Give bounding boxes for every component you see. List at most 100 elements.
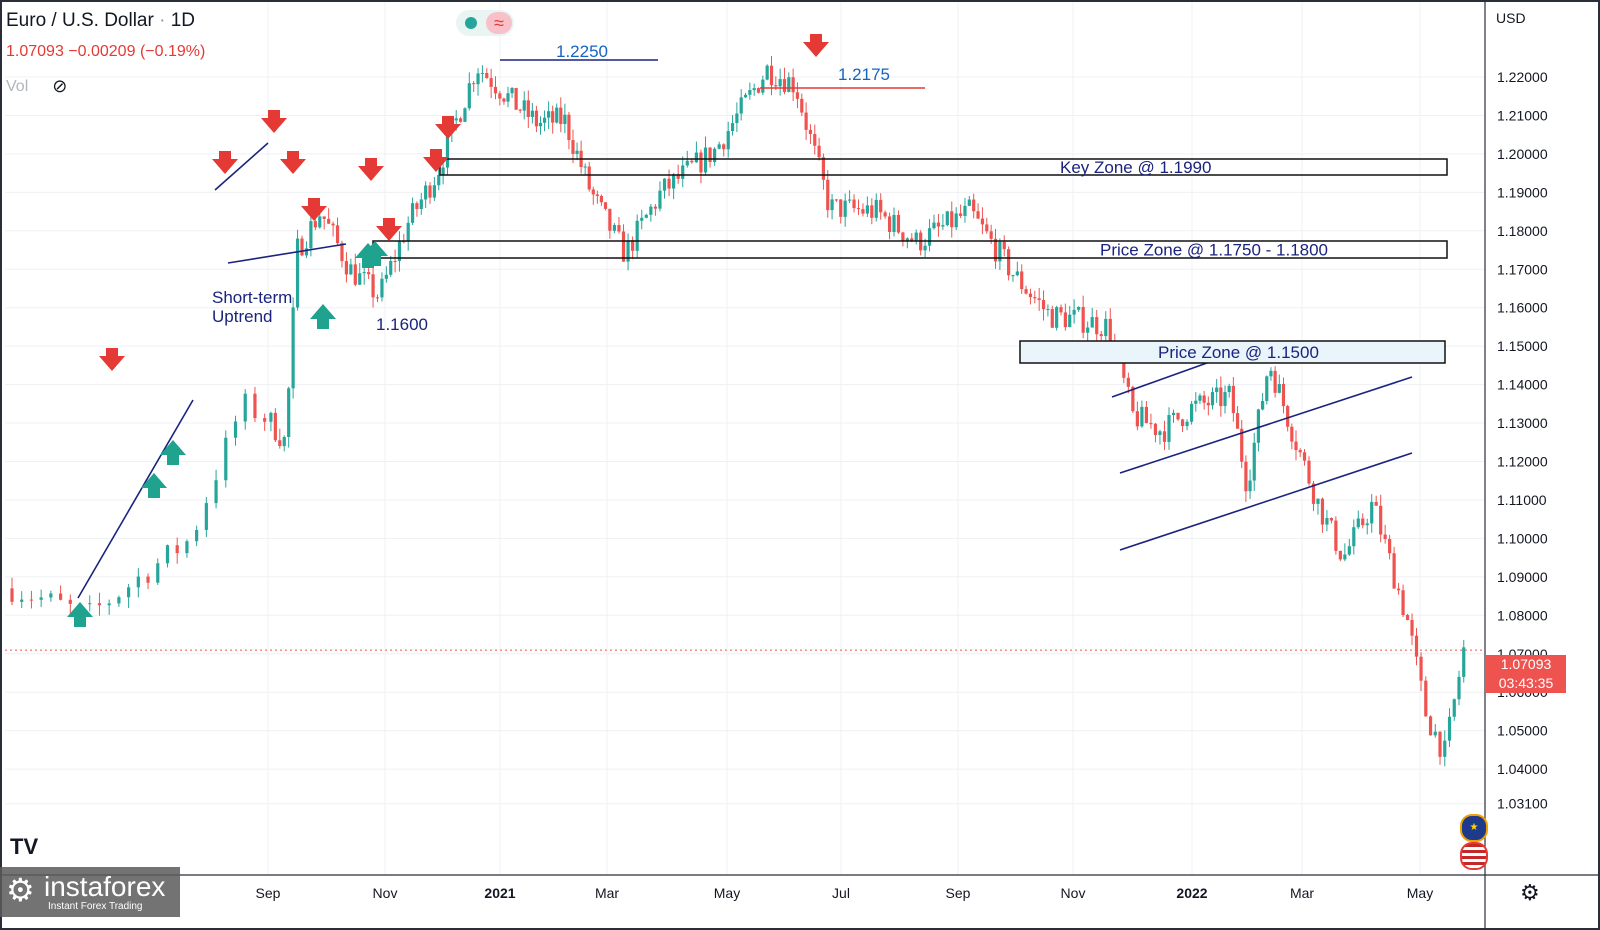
candle-body <box>510 87 514 94</box>
candle-body <box>463 108 467 122</box>
candle <box>870 198 874 225</box>
candle <box>530 103 534 124</box>
candle <box>353 253 357 287</box>
candle <box>472 80 476 93</box>
candle <box>1153 422 1158 443</box>
candle-body <box>699 152 703 173</box>
candle <box>1379 494 1383 543</box>
candle-body <box>1334 520 1338 551</box>
candle-body <box>1072 309 1076 315</box>
brand-name: instaforex <box>44 871 166 902</box>
y-tick-label: 1.21000 <box>1497 107 1548 123</box>
candle <box>901 231 905 247</box>
candle <box>941 213 945 230</box>
candle-body <box>1050 309 1054 328</box>
candle-body <box>1462 647 1466 677</box>
x-tick-label: Nov <box>1061 885 1086 901</box>
candle <box>185 539 189 558</box>
candle-body <box>445 133 450 168</box>
candle <box>1256 408 1261 452</box>
interval-label[interactable]: 1D <box>170 10 196 31</box>
candle <box>730 115 735 136</box>
candle-body <box>1428 716 1433 736</box>
candle <box>20 591 24 608</box>
y-tick-label: 1.03100 <box>1497 796 1548 812</box>
candle <box>993 228 998 269</box>
candle-body <box>941 225 945 227</box>
tradingview-logo-icon[interactable]: TV <box>10 834 39 859</box>
sell-arrow-icon <box>301 198 327 221</box>
candle <box>1028 288 1033 305</box>
candle <box>300 235 304 257</box>
symbol-name[interactable]: Euro / U.S. Dollar <box>6 10 154 31</box>
candle <box>976 203 980 220</box>
candle-body <box>175 545 179 554</box>
candle-body <box>830 199 834 211</box>
candle <box>1248 469 1252 499</box>
market-status-indicator[interactable]: ≈ <box>456 10 514 36</box>
candle <box>287 386 291 448</box>
candle <box>735 102 739 132</box>
candle-body <box>945 211 949 226</box>
candle <box>808 124 813 145</box>
candle-body <box>950 211 954 228</box>
candle-body <box>865 205 869 214</box>
candle-body <box>522 100 526 111</box>
candle <box>522 91 526 120</box>
eye-hidden-icon[interactable]: ⊘ <box>52 76 68 96</box>
candle <box>1041 290 1046 321</box>
candle-body <box>743 94 748 98</box>
candle <box>375 294 380 303</box>
eu-flag-icon[interactable]: ★ <box>1460 814 1488 842</box>
candle-body <box>972 199 976 212</box>
candle-body <box>1198 395 1202 401</box>
symbol-header[interactable]: Euro / U.S. Dollar · 1D <box>6 10 196 31</box>
candle <box>269 411 273 432</box>
candle-body <box>896 214 901 233</box>
candle-body <box>644 214 648 218</box>
candle <box>1015 261 1019 277</box>
y-tick-label: 1.04000 <box>1497 761 1548 777</box>
candle <box>1215 379 1219 403</box>
volume-toggle[interactable]: Vol ⊘ <box>6 76 67 97</box>
candle <box>743 92 748 99</box>
candle-body <box>518 109 522 111</box>
y-tick-label: 1.18000 <box>1497 223 1548 239</box>
candle-body <box>1302 452 1307 461</box>
candle-body <box>397 241 402 261</box>
candle <box>1281 377 1286 414</box>
candle-body <box>367 272 371 275</box>
candle <box>782 67 787 95</box>
candle-body <box>243 393 247 422</box>
candle-body <box>998 241 1002 262</box>
candle-body <box>393 260 397 262</box>
candle <box>335 217 340 247</box>
candle <box>526 90 530 129</box>
candle <box>575 142 579 161</box>
buy-arrow-icon <box>160 440 186 465</box>
candle <box>1457 670 1461 706</box>
candle-body <box>1202 395 1206 403</box>
candle-body <box>756 88 761 93</box>
us-flag-icon[interactable] <box>1460 842 1488 870</box>
x-tick-label: Mar <box>1290 885 1314 901</box>
candle-body <box>958 213 963 216</box>
candle <box>1189 401 1194 425</box>
candle-body <box>1401 590 1405 615</box>
candle-body <box>282 436 286 447</box>
candle <box>603 202 608 211</box>
candle-body <box>1392 553 1396 589</box>
settings-gear-icon[interactable]: ⚙ <box>1520 880 1540 905</box>
sell-arrow-icon <box>358 158 384 181</box>
candle-body <box>547 111 551 118</box>
candle-body <box>1095 317 1099 335</box>
candle-body <box>195 529 199 542</box>
currency-label[interactable]: USD <box>1496 10 1526 26</box>
candle-body <box>910 238 914 241</box>
candle <box>703 136 708 176</box>
candle-body <box>295 238 300 308</box>
candle-body <box>1388 539 1392 554</box>
level-label: 1.1600 <box>376 315 428 334</box>
candle <box>480 65 485 83</box>
candle-body <box>1347 546 1351 555</box>
